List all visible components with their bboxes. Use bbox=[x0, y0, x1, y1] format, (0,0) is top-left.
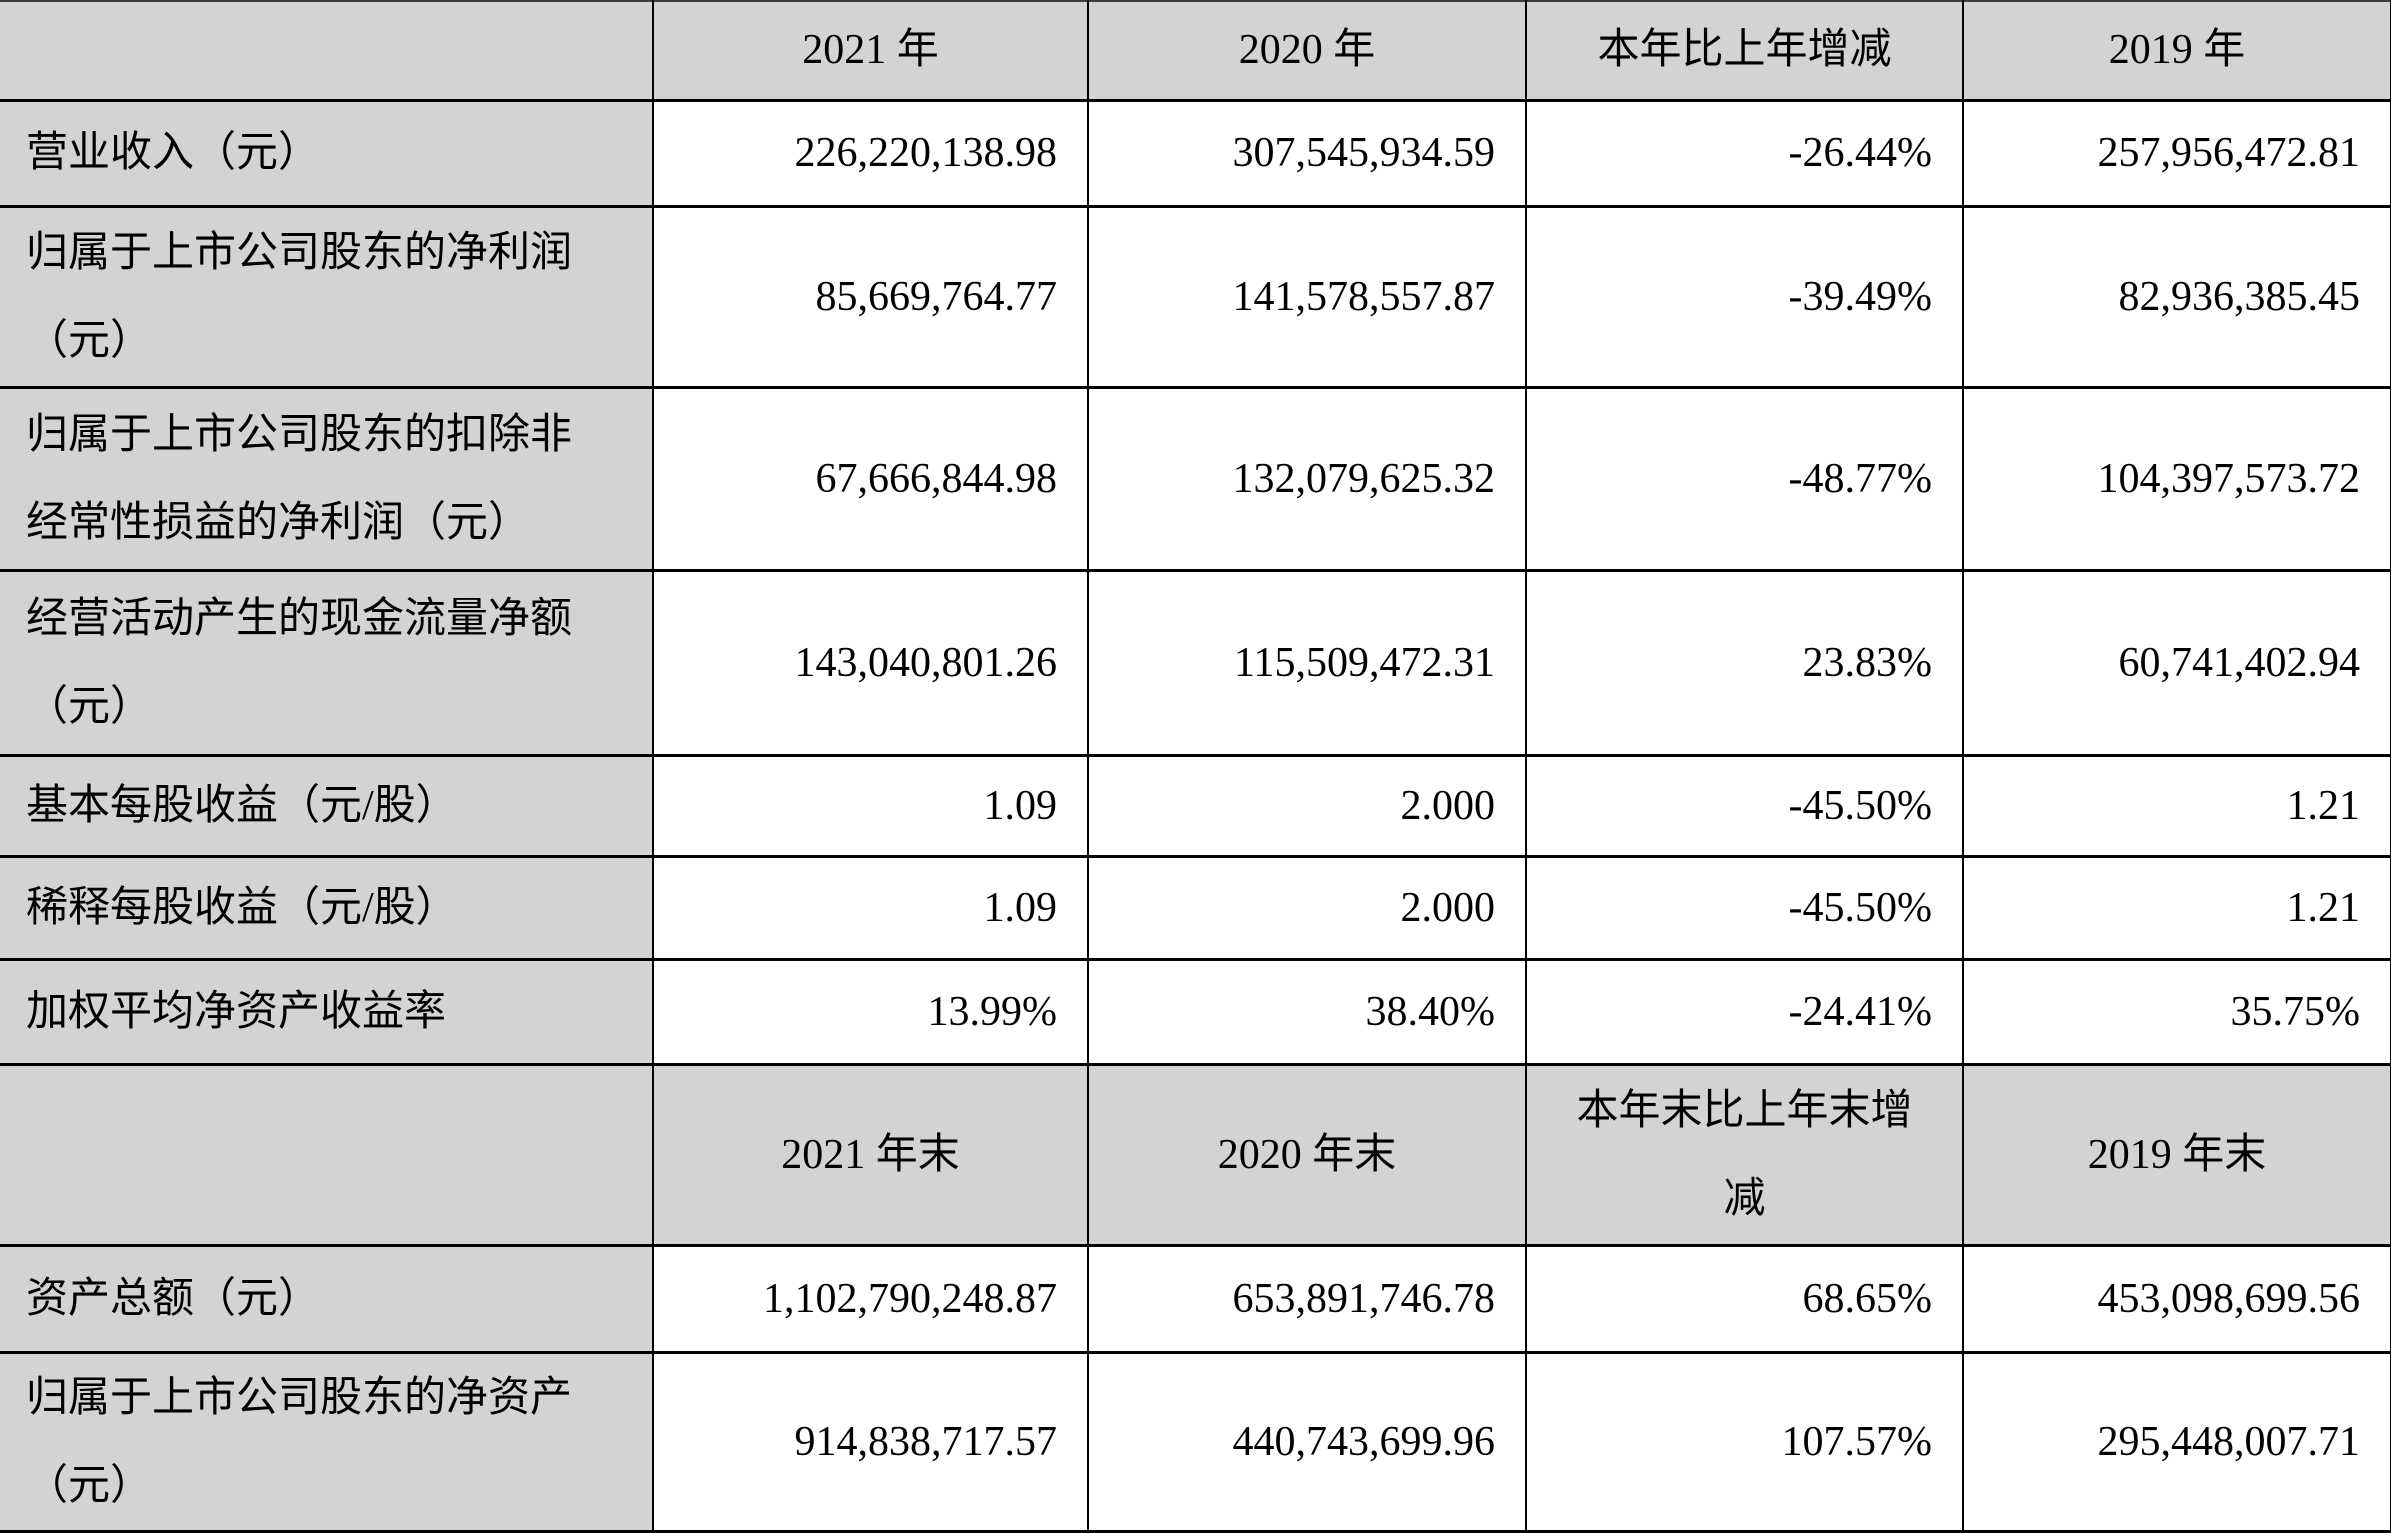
table-cell: 914,838,717.57 bbox=[652, 1350, 1088, 1532]
header-2020: 2020 年 bbox=[1087, 1, 1526, 101]
row-label: 经营活动产生的现金流量净额 （元） bbox=[0, 569, 653, 756]
table-cell: 1.21 bbox=[1962, 754, 2391, 857]
header-2020-yearend: 2020 年末 bbox=[1087, 1063, 1526, 1246]
table-cell: 115,509,472.31 bbox=[1087, 569, 1526, 756]
table-cell: -26.44% bbox=[1525, 99, 1963, 207]
table-cell: 132,079,625.32 bbox=[1087, 386, 1526, 571]
table-cell: 23.83% bbox=[1525, 569, 1963, 756]
table-cell: 2.000 bbox=[1087, 754, 1526, 857]
table-cell: 1,102,790,248.87 bbox=[652, 1244, 1088, 1353]
table-row-total-assets: 资产总额（元） 1,102,790,248.87 653,891,746.78 … bbox=[0, 1244, 2391, 1353]
table-row-revenue: 营业收入（元） 226,220,138.98 307,545,934.59 -2… bbox=[0, 99, 2391, 207]
table-cell: -39.49% bbox=[1525, 205, 1963, 388]
row-label: 归属于上市公司股东的净利润 （元） bbox=[0, 205, 653, 388]
table-cell: 143,040,801.26 bbox=[652, 569, 1088, 756]
row-label: 归属于上市公司股东的扣除非 经常性损益的净利润（元） bbox=[0, 386, 653, 571]
header-2021: 2021 年 bbox=[652, 1, 1088, 101]
table-cell: 257,956,472.81 bbox=[1962, 99, 2391, 207]
table-cell: 141,578,557.87 bbox=[1087, 205, 1526, 388]
table-cell: -24.41% bbox=[1525, 958, 1963, 1065]
header-2021-yearend: 2021 年末 bbox=[652, 1063, 1088, 1246]
header-2019: 2019 年 bbox=[1962, 1, 2391, 101]
table-cell: -45.50% bbox=[1525, 855, 1963, 960]
table-cell: 1.21 bbox=[1962, 855, 2391, 960]
table-cell: 1.09 bbox=[652, 855, 1088, 960]
row-label: 归属于上市公司股东的净资产 （元） bbox=[0, 1350, 653, 1532]
table-cell: -45.50% bbox=[1525, 754, 1963, 857]
header-row-yearend: 2021 年末 2020 年末 本年末比上年末增 减 2019 年末 bbox=[0, 1063, 2391, 1246]
table-cell: -48.77% bbox=[1525, 386, 1963, 571]
table-row-diluted-eps: 稀释每股收益（元/股） 1.09 2.000 -45.50% 1.21 bbox=[0, 855, 2391, 960]
table-cell: 104,397,573.72 bbox=[1962, 386, 2391, 571]
table-cell: 68.65% bbox=[1525, 1244, 1963, 1353]
table-cell: 82,936,385.45 bbox=[1962, 205, 2391, 388]
table-row-operating-cash-flow: 经营活动产生的现金流量净额 （元） 143,040,801.26 115,509… bbox=[0, 569, 2391, 756]
table-row-weighted-avg-roe: 加权平均净资产收益率 13.99% 38.40% -24.41% 35.75% bbox=[0, 958, 2391, 1065]
table-row-net-assets: 归属于上市公司股东的净资产 （元） 914,838,717.57 440,743… bbox=[0, 1350, 2391, 1532]
header-yearend-change: 本年末比上年末增 减 bbox=[1525, 1063, 1963, 1246]
table-cell: 226,220,138.98 bbox=[652, 99, 1088, 207]
header-row-year: 2021 年 2020 年 本年比上年增减 2019 年 bbox=[0, 1, 2391, 101]
table-cell: 1.09 bbox=[652, 754, 1088, 857]
table-cell: 67,666,844.98 bbox=[652, 386, 1088, 571]
table-cell: 38.40% bbox=[1087, 958, 1526, 1065]
table-cell: 440,743,699.96 bbox=[1087, 1350, 1526, 1532]
table-cell: 307,545,934.59 bbox=[1087, 99, 1526, 207]
header-yoy-change: 本年比上年增减 bbox=[1525, 1, 1963, 101]
header-2019-yearend: 2019 年末 bbox=[1962, 1063, 2391, 1246]
table-row-basic-eps: 基本每股收益（元/股） 1.09 2.000 -45.50% 1.21 bbox=[0, 754, 2391, 857]
row-label: 资产总额（元） bbox=[0, 1244, 653, 1353]
table-cell: 60,741,402.94 bbox=[1962, 569, 2391, 756]
table-cell: 453,098,699.56 bbox=[1962, 1244, 2391, 1353]
table-cell: 295,448,007.71 bbox=[1962, 1350, 2391, 1532]
header-blank-cell bbox=[0, 1, 653, 101]
row-label: 加权平均净资产收益率 bbox=[0, 958, 653, 1065]
table-row-net-profit: 归属于上市公司股东的净利润 （元） 85,669,764.77 141,578,… bbox=[0, 205, 2391, 388]
table-cell: 653,891,746.78 bbox=[1087, 1244, 1526, 1353]
table-cell: 107.57% bbox=[1525, 1350, 1963, 1532]
table-cell: 85,669,764.77 bbox=[652, 205, 1088, 388]
table-cell: 35.75% bbox=[1962, 958, 2391, 1065]
header-blank-cell bbox=[0, 1063, 653, 1246]
table-row-net-profit-excl-nonrecurring: 归属于上市公司股东的扣除非 经常性损益的净利润（元） 67,666,844.98… bbox=[0, 386, 2391, 571]
row-label: 营业收入（元） bbox=[0, 99, 653, 207]
row-label: 基本每股收益（元/股） bbox=[0, 754, 653, 857]
row-label: 稀释每股收益（元/股） bbox=[0, 855, 653, 960]
table-cell: 13.99% bbox=[652, 958, 1088, 1065]
table-cell: 2.000 bbox=[1087, 855, 1526, 960]
